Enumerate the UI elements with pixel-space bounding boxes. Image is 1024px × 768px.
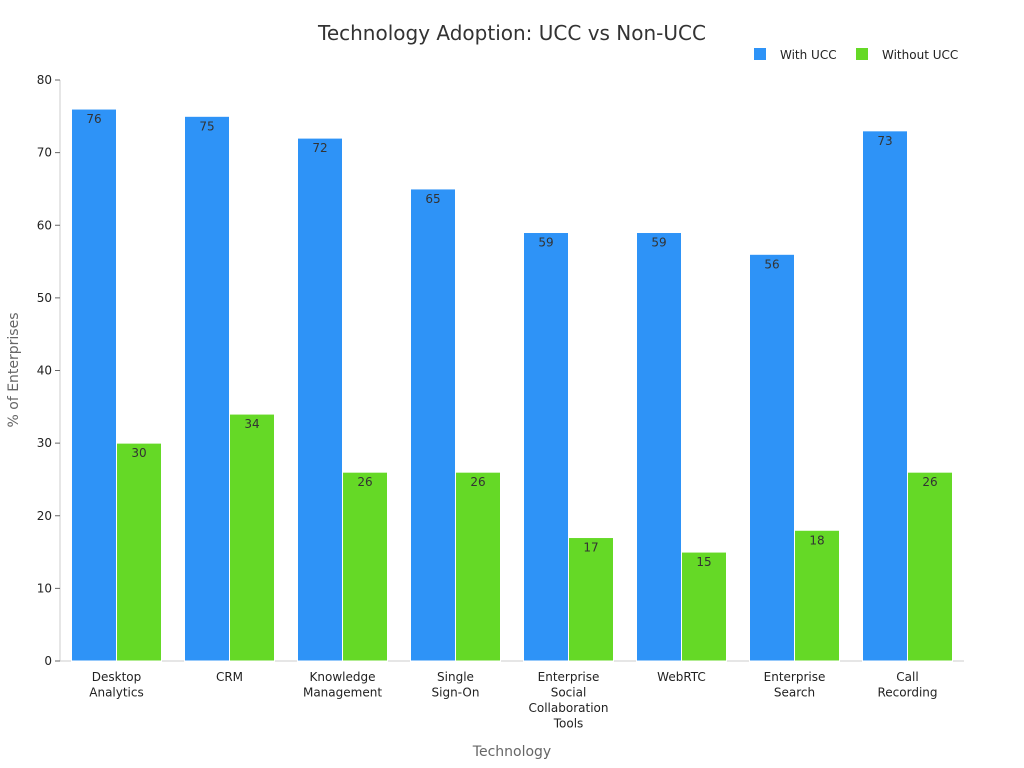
value-label: 72 [312, 141, 327, 155]
bar-with-ucc [636, 232, 682, 662]
y-tick-label: 60 [37, 218, 52, 232]
value-label: 18 [809, 533, 824, 547]
chart-title: Technology Adoption: UCC vs Non-UCC [317, 21, 706, 45]
x-tick-label: Enterprise Search [764, 670, 826, 700]
y-tick-label: 80 [37, 73, 52, 87]
x-tick-label: CRM [216, 670, 243, 684]
legend-label-with-ucc: With UCC [780, 48, 837, 62]
value-label: 17 [583, 541, 598, 555]
bar-without-ucc [681, 551, 727, 662]
value-label: 65 [425, 192, 440, 206]
value-labels: 76 30 75 34 72 26 65 26 59 17 59 15 56 18 73 26 [86, 112, 937, 569]
bar-without-ucc [342, 471, 388, 662]
bars [71, 108, 953, 662]
value-label: 34 [244, 417, 259, 431]
bar-with-ucc [297, 137, 343, 662]
value-label: 30 [131, 446, 146, 460]
y-tick-label: 0 [44, 654, 52, 668]
x-tick-label: WebRTC [657, 670, 706, 684]
bar-with-ucc [749, 253, 795, 662]
y-tick-label: 30 [37, 436, 52, 450]
legend: With UCC Without UCC [754, 48, 958, 62]
y-tick-label: 40 [37, 364, 52, 378]
x-tick-label: Desktop Analytics [89, 670, 144, 700]
bar-without-ucc [568, 537, 614, 662]
x-tick-label: Enterprise Social Collaboration Tools [529, 670, 609, 731]
value-label: 26 [922, 475, 937, 489]
bar-without-ucc [907, 471, 953, 662]
bar-without-ucc [455, 471, 501, 662]
bar-with-ucc [523, 232, 569, 662]
value-label: 15 [696, 555, 711, 569]
legend-label-without-ucc: Without UCC [882, 48, 958, 62]
y-tick-label: 50 [37, 291, 52, 305]
value-label: 75 [199, 119, 214, 133]
bar-with-ucc [862, 130, 908, 662]
value-label: 59 [538, 236, 553, 250]
value-label: 56 [764, 257, 779, 271]
x-tick-label: Single Sign-On [432, 670, 480, 700]
bar-without-ucc [229, 413, 275, 662]
x-tick-label: Knowledge Management [303, 670, 382, 700]
bar-with-ucc [184, 115, 230, 662]
legend-swatch-with-ucc [754, 48, 766, 60]
legend-swatch-without-ucc [856, 48, 868, 60]
value-label: 59 [651, 236, 666, 250]
bar-with-ucc [410, 188, 456, 662]
value-label: 76 [86, 112, 101, 126]
value-label: 26 [357, 475, 372, 489]
x-axis-title: Technology [472, 744, 551, 760]
y-axis: 0 10 20 30 40 50 60 70 80 [37, 73, 61, 668]
bar-with-ucc [71, 108, 117, 662]
bar-without-ucc [794, 529, 840, 662]
x-axis: Desktop Analytics CRM Knowledge Management Si… [60, 660, 964, 731]
y-tick-label: 20 [37, 509, 52, 523]
bar-without-ucc [116, 442, 162, 662]
value-label: 26 [470, 475, 485, 489]
y-axis-title: % of Enterprises [6, 312, 22, 427]
y-tick-label: 10 [37, 581, 52, 595]
x-tick-label: Call Recording [877, 670, 937, 700]
y-tick-label: 70 [37, 146, 52, 160]
value-label: 73 [877, 134, 892, 148]
